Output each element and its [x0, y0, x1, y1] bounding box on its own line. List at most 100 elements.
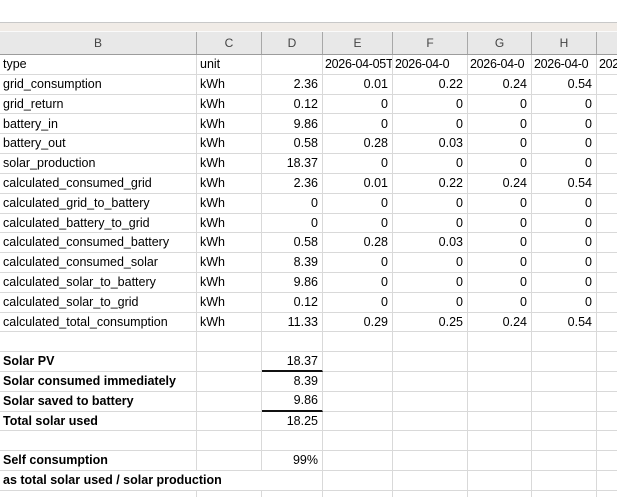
- cell-E9[interactable]: 0: [323, 213, 393, 234]
- cell-B18[interactable]: Solar saved to battery: [0, 391, 197, 412]
- column-header-B[interactable]: B: [0, 32, 197, 54]
- cell-B12[interactable]: calculated_solar_to_battery: [0, 272, 197, 293]
- cell-H16[interactable]: [532, 352, 597, 372]
- cell-C10[interactable]: kWh: [197, 233, 262, 254]
- column-header-C[interactable]: C: [197, 32, 262, 54]
- cell-E13[interactable]: 0: [323, 292, 393, 313]
- cell-D10[interactable]: 0.58: [262, 233, 323, 254]
- cell-C8[interactable]: kWh: [197, 193, 262, 214]
- cell-F19[interactable]: [393, 411, 468, 432]
- cell-D9[interactable]: 0: [262, 213, 323, 234]
- cell-H5[interactable]: 0: [532, 134, 597, 155]
- cell-partial13[interactable]: [597, 293, 617, 313]
- cell-B3[interactable]: grid_return: [0, 94, 197, 115]
- cell-partial4[interactable]: [597, 114, 617, 135]
- cell-D15[interactable]: [262, 332, 323, 353]
- cell-E2[interactable]: 0.01: [323, 74, 393, 95]
- cell-F17[interactable]: [393, 372, 468, 392]
- cell-H1[interactable]: 2026-04-0: [532, 55, 597, 75]
- cell-G6[interactable]: 0: [468, 154, 532, 174]
- cell-B7[interactable]: calculated_consumed_grid: [0, 173, 197, 194]
- cell-partial5[interactable]: [597, 134, 617, 155]
- cell-D16[interactable]: 18.37: [262, 352, 323, 372]
- cell-C11[interactable]: kWh: [197, 253, 262, 273]
- cell-H18[interactable]: [532, 391, 597, 412]
- cell-G21[interactable]: [468, 451, 532, 472]
- cell-F9[interactable]: 0: [393, 213, 468, 234]
- cell-D12[interactable]: 9.86: [262, 272, 323, 293]
- cell-D23[interactable]: [262, 490, 323, 497]
- cell-E1[interactable]: 2026-04-05T: [323, 55, 393, 75]
- cell-F14[interactable]: 0.25: [393, 312, 468, 333]
- column-header-G[interactable]: G: [468, 32, 532, 54]
- cell-E23[interactable]: [323, 490, 393, 497]
- cell-H20[interactable]: [532, 431, 597, 452]
- cell-C14[interactable]: kWh: [197, 312, 262, 333]
- cell-C21[interactable]: [197, 451, 262, 472]
- cell-H2[interactable]: 0.54: [532, 74, 597, 95]
- cell-G23[interactable]: [468, 490, 532, 497]
- cell-F6[interactable]: 0: [393, 154, 468, 174]
- cell-C23[interactable]: [197, 490, 262, 497]
- cell-D13[interactable]: 0.12: [262, 292, 323, 313]
- cell-B15[interactable]: [0, 332, 197, 353]
- cell-E17[interactable]: [323, 372, 393, 392]
- cell-D6[interactable]: 18.37: [262, 154, 323, 174]
- cell-F3[interactable]: 0: [393, 94, 468, 115]
- cell-G19[interactable]: [468, 411, 532, 432]
- column-header-partial[interactable]: [597, 32, 617, 54]
- cell-H14[interactable]: 0.54: [532, 312, 597, 333]
- cell-D19[interactable]: 18.25: [262, 411, 323, 432]
- cell-C9[interactable]: kWh: [197, 213, 262, 234]
- cell-B5[interactable]: battery_out: [0, 134, 197, 155]
- cell-F21[interactable]: [393, 451, 468, 472]
- cell-F10[interactable]: 0.03: [393, 233, 468, 254]
- cell-G4[interactable]: 0: [468, 114, 532, 135]
- cell-C17[interactable]: [197, 372, 262, 392]
- cell-D17[interactable]: 8.39: [262, 372, 323, 392]
- cell-H21[interactable]: [532, 451, 597, 472]
- cell-C15[interactable]: [197, 332, 262, 353]
- cell-E12[interactable]: 0: [323, 272, 393, 293]
- cell-X15[interactable]: [597, 332, 617, 353]
- cell-H7[interactable]: 0.54: [532, 173, 597, 194]
- cell-partial14[interactable]: [597, 313, 617, 333]
- cell-E21[interactable]: [323, 451, 393, 472]
- cell-H4[interactable]: 0: [532, 114, 597, 135]
- cell-E6[interactable]: 0: [323, 154, 393, 174]
- column-header-F[interactable]: F: [393, 32, 468, 54]
- cell-E8[interactable]: 0: [323, 193, 393, 214]
- cell-C16[interactable]: [197, 352, 262, 372]
- cell-partial6[interactable]: [597, 154, 617, 174]
- cell-C7[interactable]: kWh: [197, 173, 262, 194]
- cell-B19[interactable]: Total solar used: [0, 411, 197, 432]
- cell-C20[interactable]: [197, 431, 262, 452]
- cell-H15[interactable]: [532, 332, 597, 353]
- column-header-H[interactable]: H: [532, 32, 597, 54]
- cell-C6[interactable]: kWh: [197, 154, 262, 174]
- cell-F13[interactable]: 0: [393, 292, 468, 313]
- cell-partial11[interactable]: [597, 253, 617, 273]
- cell-H9[interactable]: 0: [532, 213, 597, 234]
- cell-D1[interactable]: [262, 55, 323, 75]
- cell-E3[interactable]: 0: [323, 94, 393, 115]
- cell-C3[interactable]: kWh: [197, 94, 262, 115]
- cell-G15[interactable]: [468, 332, 532, 353]
- cell-B16[interactable]: Solar PV: [0, 352, 197, 372]
- cell-B4[interactable]: battery_in: [0, 114, 197, 135]
- cell-C2[interactable]: kWh: [197, 74, 262, 95]
- cell-G22[interactable]: [468, 471, 532, 491]
- cell-X23[interactable]: [597, 491, 617, 497]
- cell-X20[interactable]: [597, 431, 617, 452]
- cell-partial16[interactable]: [597, 352, 617, 372]
- cell-G10[interactable]: 0: [468, 233, 532, 254]
- cell-H13[interactable]: 0: [532, 292, 597, 313]
- cell-partial12[interactable]: [597, 273, 617, 293]
- cell-partial18[interactable]: [597, 392, 617, 412]
- cell-B21[interactable]: Self consumption: [0, 451, 197, 472]
- cell-F12[interactable]: 0: [393, 272, 468, 293]
- cell-partial9[interactable]: [597, 214, 617, 234]
- cell-G9[interactable]: 0: [468, 213, 532, 234]
- cell-G20[interactable]: [468, 431, 532, 452]
- cell-partial7[interactable]: [597, 174, 617, 194]
